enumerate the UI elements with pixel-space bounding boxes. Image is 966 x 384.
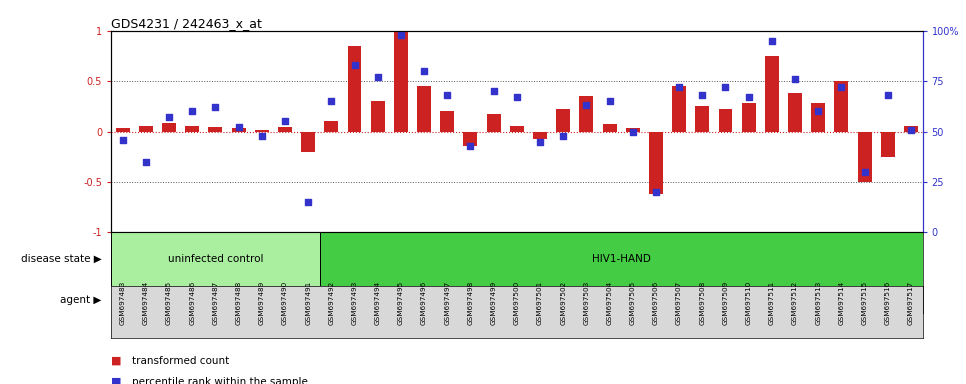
Point bbox=[115, 136, 130, 142]
Bar bbox=[580, 96, 593, 131]
Point bbox=[903, 126, 919, 132]
Bar bbox=[904, 126, 918, 131]
Text: HIV1-HAND: HIV1-HAND bbox=[592, 254, 650, 264]
Point bbox=[300, 199, 316, 205]
Bar bbox=[464, 131, 477, 146]
Bar bbox=[556, 109, 570, 131]
Point bbox=[579, 102, 594, 108]
Bar bbox=[719, 109, 732, 131]
Bar bbox=[649, 131, 663, 194]
Point bbox=[648, 189, 664, 195]
Point bbox=[231, 124, 246, 131]
Point bbox=[324, 98, 339, 104]
Bar bbox=[185, 126, 199, 131]
Point bbox=[509, 94, 525, 100]
Bar bbox=[765, 56, 779, 131]
Bar bbox=[440, 111, 454, 131]
Bar bbox=[742, 103, 755, 131]
Bar bbox=[644, 286, 923, 313]
Point bbox=[532, 139, 548, 145]
Point bbox=[486, 88, 501, 94]
Text: ■: ■ bbox=[111, 377, 125, 384]
Bar bbox=[255, 129, 269, 131]
Bar bbox=[881, 131, 895, 157]
Text: transformed count: transformed count bbox=[132, 356, 230, 366]
Bar bbox=[696, 106, 709, 131]
Point bbox=[161, 114, 177, 121]
Bar bbox=[487, 114, 500, 131]
Point bbox=[834, 84, 849, 90]
Bar bbox=[811, 103, 825, 131]
Text: untreated: untreated bbox=[352, 295, 404, 305]
Bar bbox=[788, 93, 802, 131]
Bar bbox=[394, 31, 408, 131]
Bar bbox=[301, 131, 315, 152]
Bar bbox=[232, 129, 245, 131]
Bar bbox=[835, 81, 848, 131]
Bar bbox=[672, 86, 686, 131]
Point bbox=[695, 92, 710, 98]
Point bbox=[787, 76, 803, 82]
Point bbox=[764, 38, 780, 44]
Text: antiretroviral therapy: antiretroviral therapy bbox=[727, 295, 839, 305]
Point bbox=[602, 98, 617, 104]
Bar bbox=[111, 232, 320, 286]
Point bbox=[741, 94, 756, 100]
Bar bbox=[603, 124, 616, 131]
Point bbox=[138, 159, 154, 165]
Bar bbox=[325, 121, 338, 131]
Text: uninfected control: uninfected control bbox=[168, 254, 263, 264]
Bar bbox=[278, 127, 292, 131]
Point bbox=[347, 62, 362, 68]
Bar bbox=[139, 126, 153, 131]
Bar bbox=[209, 127, 222, 131]
Point bbox=[185, 108, 200, 114]
Bar bbox=[371, 101, 384, 131]
Point bbox=[416, 68, 432, 74]
Point bbox=[370, 74, 385, 80]
Point bbox=[277, 118, 293, 124]
Bar bbox=[111, 286, 644, 313]
Point bbox=[393, 31, 409, 38]
Point bbox=[254, 132, 270, 139]
Point bbox=[555, 132, 571, 139]
Point bbox=[880, 92, 895, 98]
Bar bbox=[533, 131, 547, 139]
Bar bbox=[162, 123, 176, 131]
Bar bbox=[858, 131, 871, 182]
Bar bbox=[116, 129, 129, 131]
Text: GDS4231 / 242463_x_at: GDS4231 / 242463_x_at bbox=[111, 17, 262, 30]
Point bbox=[857, 169, 872, 175]
Point bbox=[208, 104, 223, 111]
Point bbox=[625, 128, 640, 135]
Text: disease state ▶: disease state ▶ bbox=[20, 254, 101, 264]
Text: agent ▶: agent ▶ bbox=[60, 295, 101, 305]
Point bbox=[671, 84, 687, 90]
Bar bbox=[348, 46, 361, 131]
Point bbox=[440, 92, 455, 98]
Bar bbox=[320, 232, 923, 286]
Text: percentile rank within the sample: percentile rank within the sample bbox=[132, 377, 308, 384]
Bar bbox=[417, 86, 431, 131]
Bar bbox=[626, 129, 639, 131]
Text: ■: ■ bbox=[111, 356, 125, 366]
Bar bbox=[510, 126, 524, 131]
Point bbox=[810, 108, 826, 114]
Point bbox=[718, 84, 733, 90]
Point bbox=[463, 142, 478, 149]
